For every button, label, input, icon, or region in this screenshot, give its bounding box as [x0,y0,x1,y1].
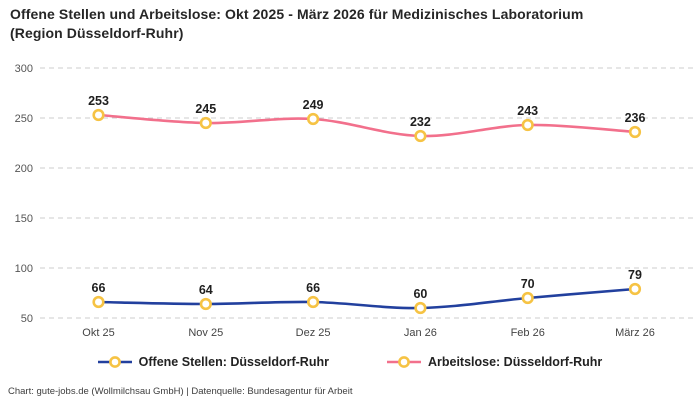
data-point-marker[interactable] [92,295,105,309]
data-point-marker[interactable] [414,301,427,315]
y-axis-tick-label: 100 [15,263,33,275]
x-axis-tick-label: März 26 [615,327,655,339]
series-line [97,287,637,310]
y-axis-tick-label: 50 [21,313,33,325]
legend-line-marker-offene-stellen [97,356,132,368]
data-point-marker[interactable] [199,297,212,311]
data-point-marker[interactable] [521,118,534,132]
data-point-label: 66 [92,281,106,295]
data-point-marker[interactable] [92,108,105,122]
data-point-label: 249 [303,98,324,112]
data-point-marker[interactable] [307,295,320,309]
series-line [97,113,637,138]
x-axis-tick-label: Dez 25 [296,327,331,339]
data-point-label: 66 [306,281,320,295]
data-point-label: 79 [628,268,642,282]
data-point-label: 70 [521,277,535,291]
data-point-label: 232 [410,115,431,129]
data-point-marker[interactable] [628,125,642,139]
data-point-marker[interactable] [521,291,534,305]
data-point-label: 243 [517,104,538,118]
legend-label-arbeitslose: Arbeitslose: Düsseldorf-Ruhr [427,355,603,369]
y-axis-tick-label: 250 [15,113,33,125]
legend-label-offene-stellen: Offene Stellen: Düsseldorf-Ruhr [138,355,329,369]
x-axis-tick-label: Jan 26 [404,327,437,339]
data-point-label: 245 [195,102,216,116]
chart-credit-footer: Chart: gute-jobs.de (Wollmilchsau GmbH) … [8,386,353,397]
data-point-marker[interactable] [199,116,212,130]
x-axis-tick-label: Okt 25 [82,327,114,339]
x-axis-tick-label: Feb 26 [511,327,545,339]
legend-line-marker-arbeitslose [386,356,421,368]
data-point-label: 253 [88,94,109,108]
legend-item-arbeitslose[interactable]: Arbeitslose: Düsseldorf-Ruhr [386,355,603,369]
data-point-label: 64 [199,283,213,297]
data-point-marker[interactable] [414,129,427,143]
legend-item-offene-stellen[interactable]: Offene Stellen: Düsseldorf-Ruhr [97,355,329,369]
chart-legend: Offene Stellen: Düsseldorf-Ruhr Arbeitsl… [0,355,700,369]
y-axis-tick-label: 150 [15,213,33,225]
y-axis-tick-label: 200 [15,163,33,175]
chart-title: Offene Stellen und Arbeitslose: Okt 2025… [10,6,584,42]
data-point-label: 236 [625,111,646,125]
y-axis-tick-label: 300 [15,63,33,75]
data-point-marker[interactable] [628,282,642,296]
data-point-marker[interactable] [307,112,320,126]
x-axis-tick-label: Nov 25 [188,327,223,339]
data-point-label: 60 [413,287,427,301]
